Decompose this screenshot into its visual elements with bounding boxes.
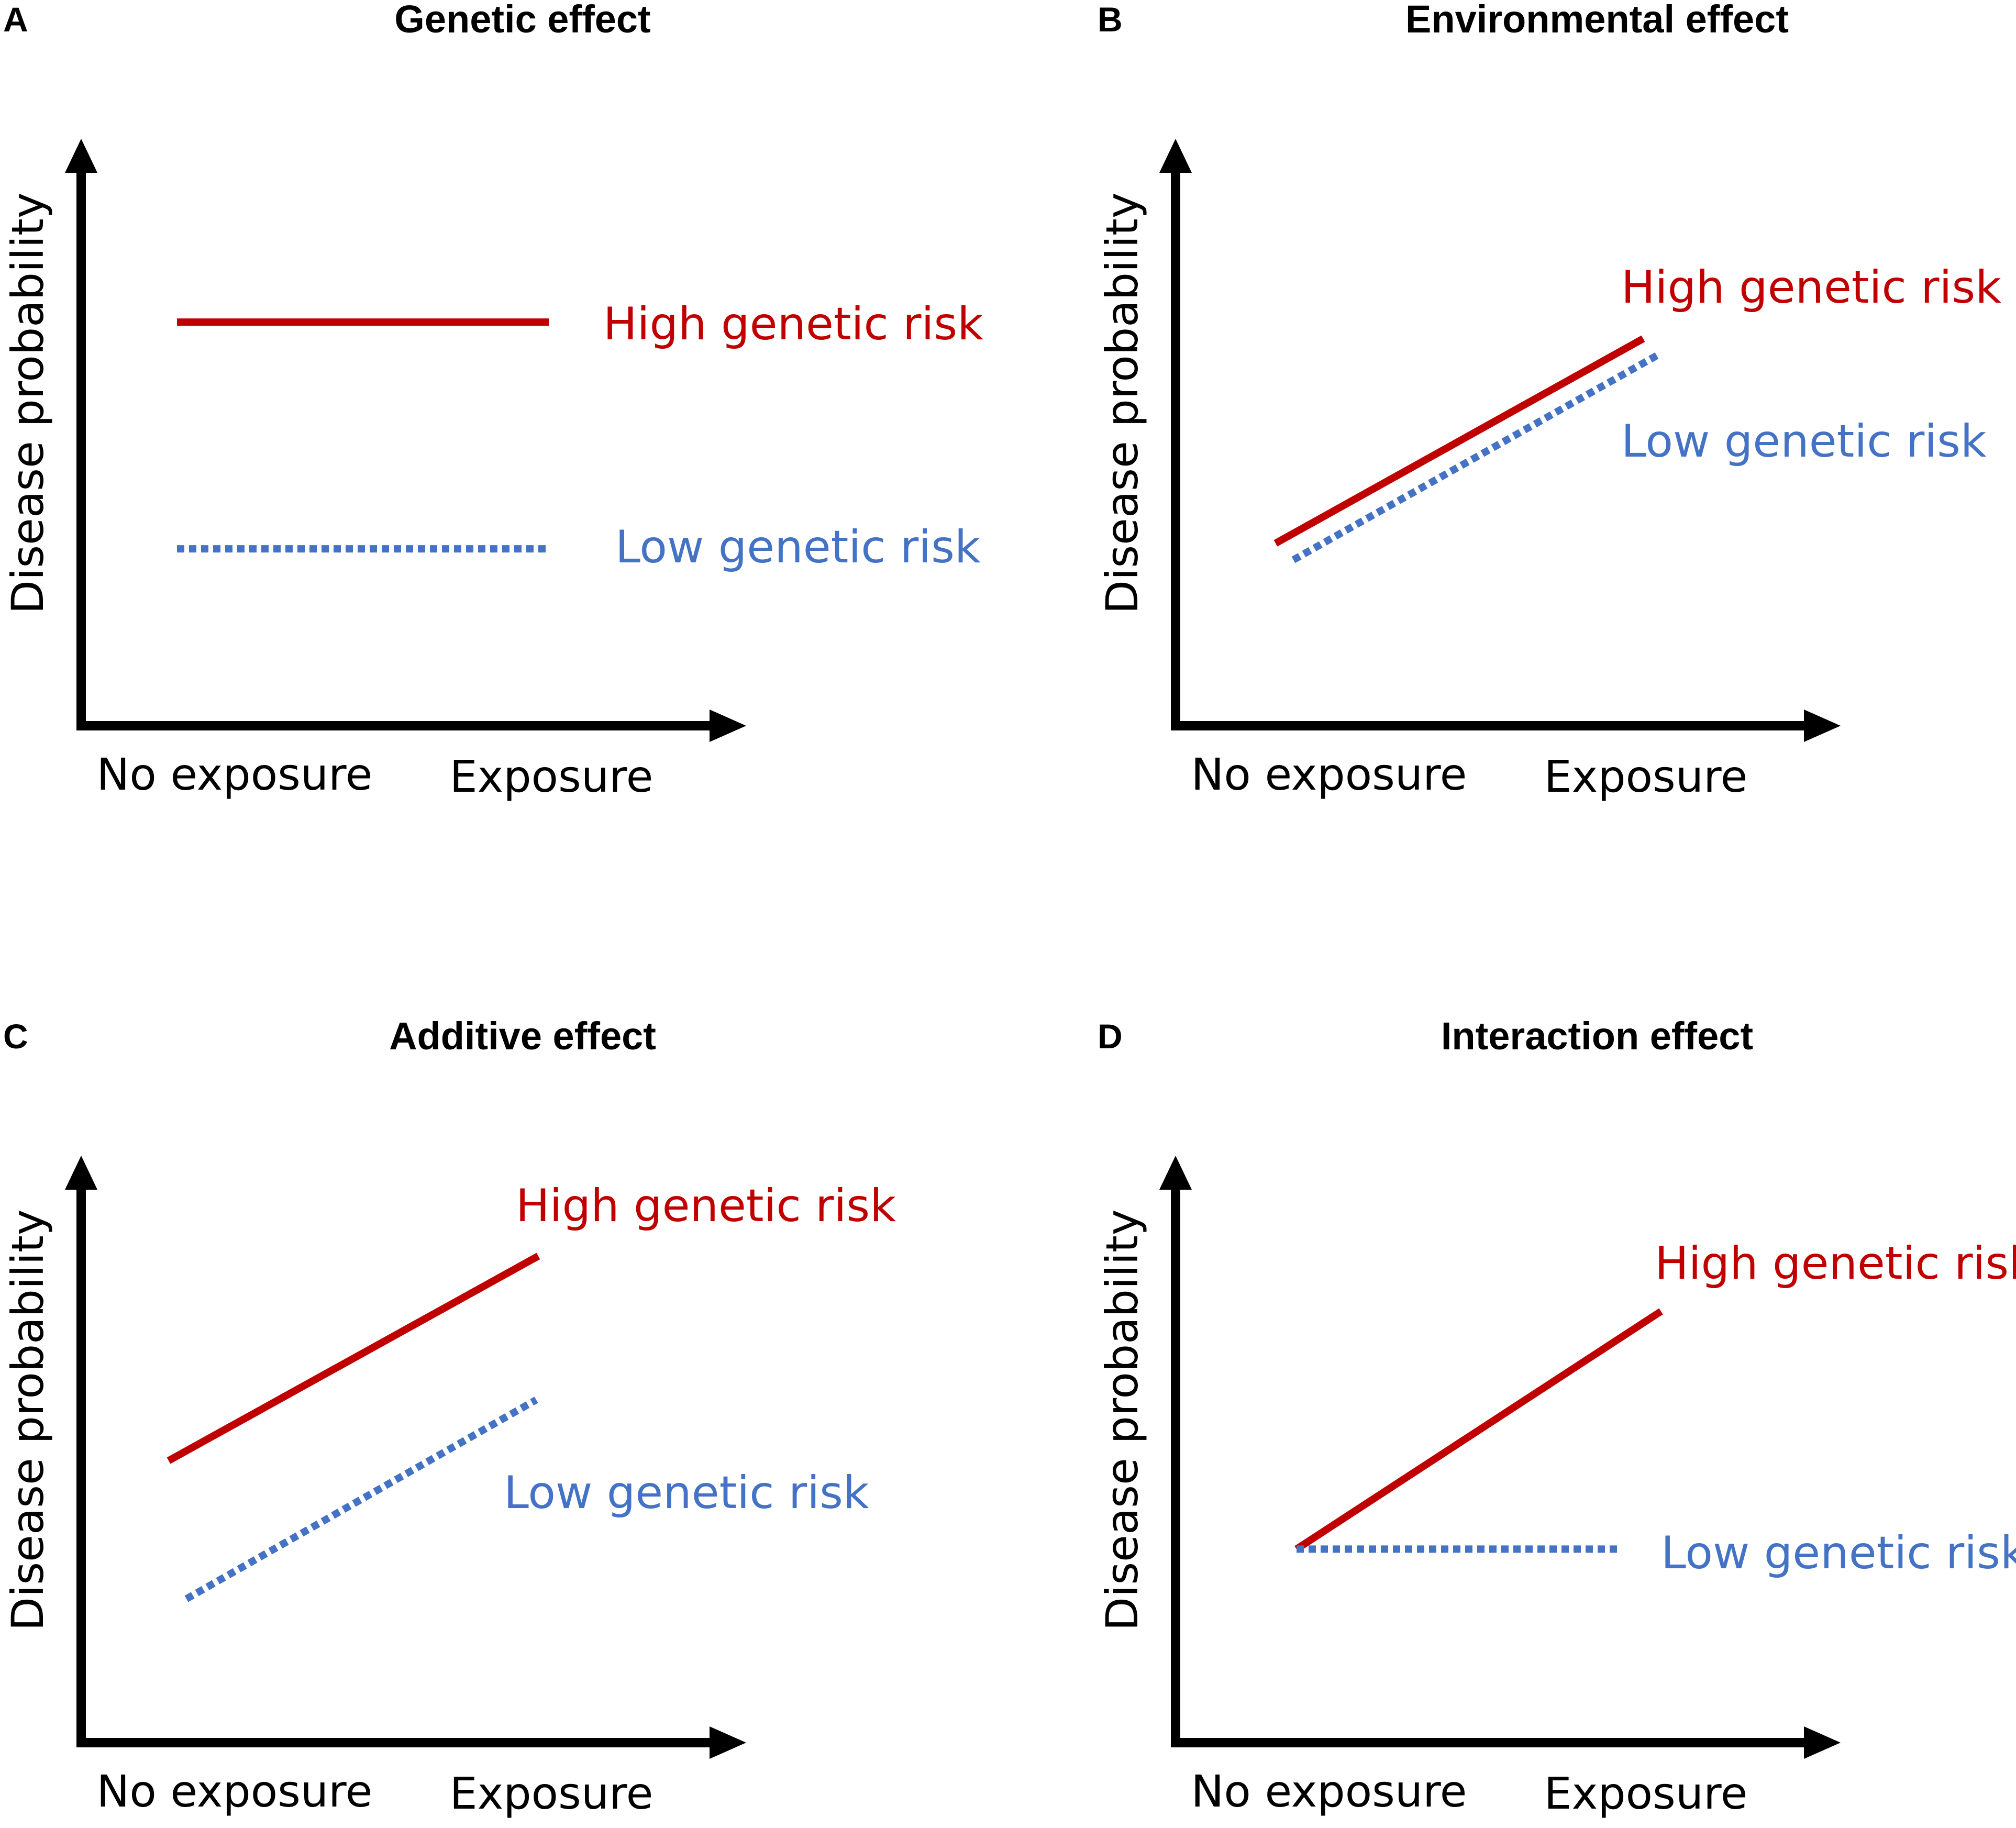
- panel-b-series-low-label: Low genetic risk: [1621, 415, 1987, 468]
- panel-c-series-high-label: High genetic risk: [516, 1180, 896, 1232]
- panel-b-series-high-line: [1273, 335, 1645, 547]
- panel-c-x-right-label: Exposure: [450, 1768, 653, 1819]
- panel-d-letter: D: [1098, 1017, 1123, 1056]
- panel-c-y-arrow-icon: [65, 1156, 97, 1190]
- panel-d-x-arrow-icon: [1804, 1726, 1841, 1759]
- panel-c-letter: C: [3, 1017, 28, 1056]
- panel-c-series-low-label: Low genetic risk: [504, 1467, 869, 1519]
- panel-b-y-arrow-icon: [1159, 139, 1192, 173]
- panel-a-x-left-label: No exposure: [97, 749, 373, 800]
- panel-c-y-label: Disease probability: [2, 1209, 53, 1631]
- panel-a-y-label: Disease probability: [2, 192, 53, 614]
- panel-c-series-low-line: [184, 1397, 538, 1602]
- panel-d-series-high-line: [1294, 1308, 1663, 1553]
- panel-a-y-arrow-icon: [65, 139, 97, 173]
- panel-a-series-low-label: Low genetic risk: [615, 521, 981, 573]
- panel-d-x-right-label: Exposure: [1544, 1768, 1748, 1819]
- panel-a-series-high-label: High genetic risk: [603, 298, 983, 350]
- panel-a-x-right-label: Exposure: [450, 751, 653, 802]
- panel-c: C Additive effect Disease probability No…: [2, 1014, 896, 1819]
- panel-b-series-low-line: [1291, 352, 1659, 563]
- panel-c-title: Additive effect: [389, 1014, 656, 1058]
- panel-c-x-arrow-icon: [710, 1726, 746, 1759]
- panel-d-x-left-label: No exposure: [1191, 1766, 1467, 1817]
- panel-a-letter: A: [3, 0, 28, 39]
- panel-a-title: Genetic effect: [394, 0, 650, 41]
- panel-a-x-arrow-icon: [710, 710, 746, 742]
- panel-b-y-label: Disease probability: [1096, 192, 1148, 614]
- panel-b-title: Environmental effect: [1405, 0, 1789, 41]
- panel-d-series-low-label: Low genetic risk: [1661, 1527, 2016, 1579]
- panel-b-x-right-label: Exposure: [1544, 751, 1748, 802]
- panel-b-series-high-label: High genetic risk: [1621, 261, 2001, 314]
- panel-b: B Environmental effect Disease probabili…: [1096, 0, 2001, 802]
- panel-c-series-high-line: [167, 1253, 540, 1464]
- panel-a: A Genetic effect Disease probability No …: [2, 0, 983, 802]
- panel-d-y-arrow-icon: [1159, 1156, 1192, 1190]
- panel-c-x-left-label: No exposure: [97, 1766, 373, 1817]
- panel-d-series-high-label: High genetic risk: [1655, 1237, 2016, 1290]
- panel-d-title: Interaction effect: [1441, 1014, 1753, 1058]
- panel-d: D Interaction effect Disease probability…: [1096, 1014, 2016, 1819]
- panel-b-x-left-label: No exposure: [1191, 749, 1467, 800]
- panel-d-y-label: Disease probability: [1096, 1209, 1148, 1631]
- panel-b-letter: B: [1098, 0, 1123, 39]
- panel-b-x-arrow-icon: [1804, 710, 1841, 742]
